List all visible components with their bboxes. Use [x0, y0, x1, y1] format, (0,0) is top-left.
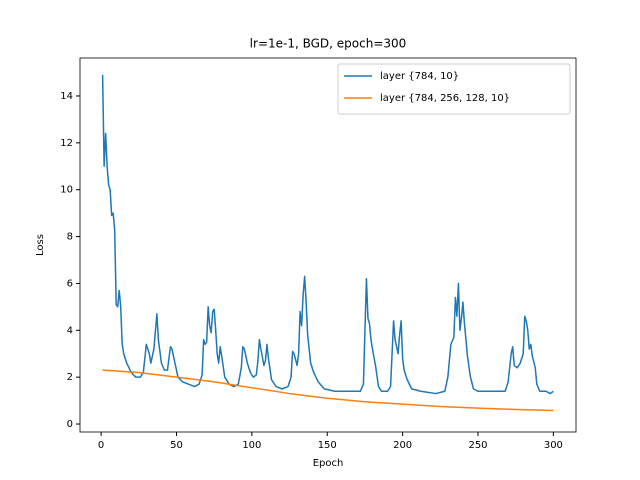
series-line — [101, 74, 554, 395]
x-tick-label: 50 — [170, 440, 183, 451]
legend-label: layer {784, 10} — [380, 71, 459, 82]
x-tick-label: 250 — [468, 440, 487, 451]
x-tick-label: 0 — [98, 440, 104, 451]
x-tick-label: 150 — [318, 440, 337, 451]
y-tick-label: 6 — [67, 278, 73, 289]
x-tick-label: 300 — [544, 440, 563, 451]
chart-title: lr=1e-1, BGD, epoch=300 — [250, 37, 407, 51]
x-tick-label: 100 — [242, 440, 261, 451]
y-tick-label: 8 — [67, 232, 73, 243]
y-tick-label: 2 — [67, 372, 73, 383]
x-tick-label: 200 — [393, 440, 412, 451]
legend-box — [337, 63, 571, 115]
y-tick-label: 12 — [60, 138, 73, 149]
y-axis-label: Loss — [35, 234, 46, 256]
y-tick-label: 4 — [67, 325, 73, 336]
axes-frame — [79, 57, 577, 433]
legend-label: layer {784, 256, 128, 10} — [380, 93, 510, 104]
series-line — [102, 369, 554, 412]
y-tick-label: 14 — [60, 91, 73, 102]
x-axis-label: Epoch — [313, 458, 344, 469]
y-tick-label: 10 — [60, 185, 73, 196]
y-tick-label: 0 — [67, 419, 73, 430]
